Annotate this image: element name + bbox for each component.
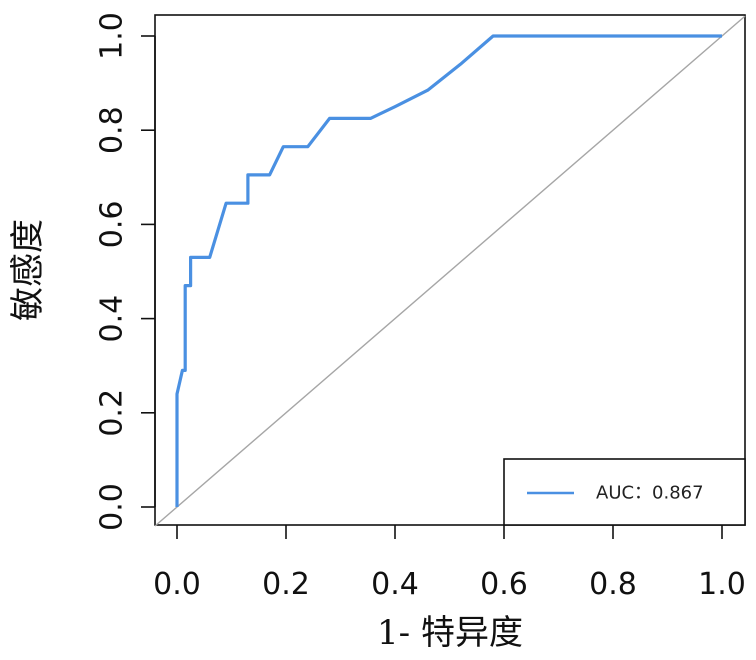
legend-label: AUC：0.867 [596, 483, 704, 504]
y-tick-label: 0.2 [95, 389, 130, 437]
x-tick-label: 1.0 [698, 567, 746, 602]
y-axis: 0.0 0.2 0.4 0.6 0.8 1.0 [95, 12, 156, 531]
x-axis: 0.0 0.2 0.4 0.6 0.8 1.0 [153, 525, 746, 602]
x-axis-title: 1- 特异度 [377, 613, 523, 653]
legend: AUC：0.867 [503, 458, 746, 526]
diagonal-reference-line [154, 15, 746, 527]
x-tick-label: 0.4 [371, 567, 419, 602]
y-tick-label: 1.0 [95, 12, 130, 60]
x-tick-label: 0.8 [589, 567, 637, 602]
y-tick-label: 0.6 [95, 201, 130, 249]
x-tick-label: 0.6 [480, 567, 528, 602]
y-tick-label: 0.4 [95, 295, 130, 343]
y-axis-title: 敏感度 [8, 219, 48, 321]
roc-curve-line [175, 34, 722, 507]
y-tick-label: 0.0 [95, 483, 130, 531]
y-tick-label: 0.8 [95, 106, 130, 154]
x-tick-label: 0.2 [262, 567, 310, 602]
x-tick-label: 0.0 [153, 567, 201, 602]
plot-frame [154, 14, 746, 526]
